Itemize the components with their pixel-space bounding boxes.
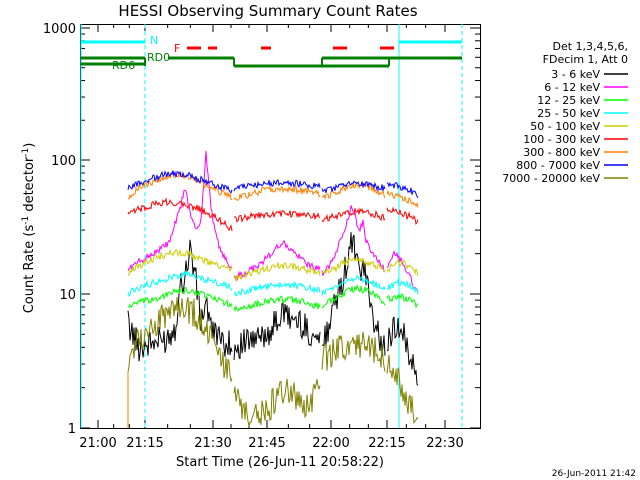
legend-entry-label: 100 - 300 keV [523,133,600,146]
legend-header-line: Det 1,3,4,5,6, [552,40,628,53]
x-tick-label: 21:30 [194,436,231,451]
night-label: RD0 [147,51,170,64]
axis-ticks: 21:00 21:15 21:30 21:45 22:00 22:15 22:30 1 10 10… [43,22,480,451]
footer-timestamp: 26-Jun-2011 21:42 [552,469,636,479]
series-segment [233,280,321,297]
series-3-6-kev [127,232,419,386]
series-segment [233,184,321,201]
plot-frame [80,24,481,429]
series-layer [127,150,419,427]
series-25-50-kev [127,270,419,297]
legend-entry-label: 25 - 50 keV [537,107,600,120]
flare-label: F [174,42,180,55]
series-segment [321,207,386,223]
series-segment [127,170,233,194]
series-segment [233,301,321,361]
decim-label: RD6 [112,59,135,72]
series-segment [127,287,233,309]
x-tick-label: 22:00 [312,436,349,451]
x-tick-label: 22:15 [368,436,405,451]
series-segment [321,274,386,296]
series-segment [321,232,386,357]
series-segment [386,257,419,277]
series-segment [233,261,321,283]
series-segment [233,179,321,192]
series-segment [127,150,232,272]
series-segment [233,378,321,427]
series-segment [386,316,419,386]
y-tick-label: 1000 [43,22,76,37]
series-800-7000-kev [127,170,419,199]
series-segment [386,293,419,309]
x-tick-label: 21:15 [126,436,163,451]
x-tick-label: 21:45 [248,436,285,451]
legend-entry-label: 800 - 7000 keV [516,159,600,172]
series-segment [386,206,419,226]
saa-label: N [150,34,158,47]
series-segment [321,180,386,194]
series-segment [321,255,386,275]
series-segment [127,297,233,383]
series-segment [321,205,386,276]
series-segment [386,189,419,208]
instrument-status-overlays: N F RD0 RD6 [80,24,463,428]
y-tick-label: 10 [59,288,76,303]
series-segment [386,278,419,295]
y-tick-label: 1 [68,422,76,437]
legend: Det 1,3,4,5,6,FDecim 1, Att 0 3 - 6 keV6 … [502,40,628,185]
x-tick-label: 21:00 [79,436,116,451]
series-segment [127,197,233,232]
series-segment [386,354,419,425]
legend-entry-label: 12 - 25 keV [537,94,600,107]
x-axis-label: Start Time (26-Jun-11 20:58:22) [176,455,384,470]
series-segment [127,170,233,201]
series-segment [127,239,233,362]
series-segment [233,209,321,224]
legend-entry-label: 300 - 800 keV [523,146,600,159]
y-tick-label: 100 [51,154,76,169]
chart-title: HESSI Observing Summary Count Rates [118,2,417,20]
series-segment [127,270,233,297]
series-segment [321,284,386,309]
series-segment [386,181,419,199]
y-axis-label: Count Rate (s-1 detector-1) [21,143,37,314]
legend-header-line: FDecim 1, Att 0 [543,53,628,66]
series-segment [321,331,386,372]
series-7000-20000-kev [127,297,419,427]
series-segment [127,248,233,277]
series-12-25-kev [127,284,419,313]
series-50-100-kev [127,248,419,283]
legend-entry-label: 7000 - 20000 keV [502,172,600,185]
series-100-300-kev [127,197,419,232]
legend-entry-label: 6 - 12 keV [544,81,600,94]
legend-entry-label: 50 - 100 keV [530,120,600,133]
legend-entry-label: 3 - 6 keV [551,68,600,81]
x-tick-label: 22:30 [426,436,463,451]
series-segment [233,295,321,313]
